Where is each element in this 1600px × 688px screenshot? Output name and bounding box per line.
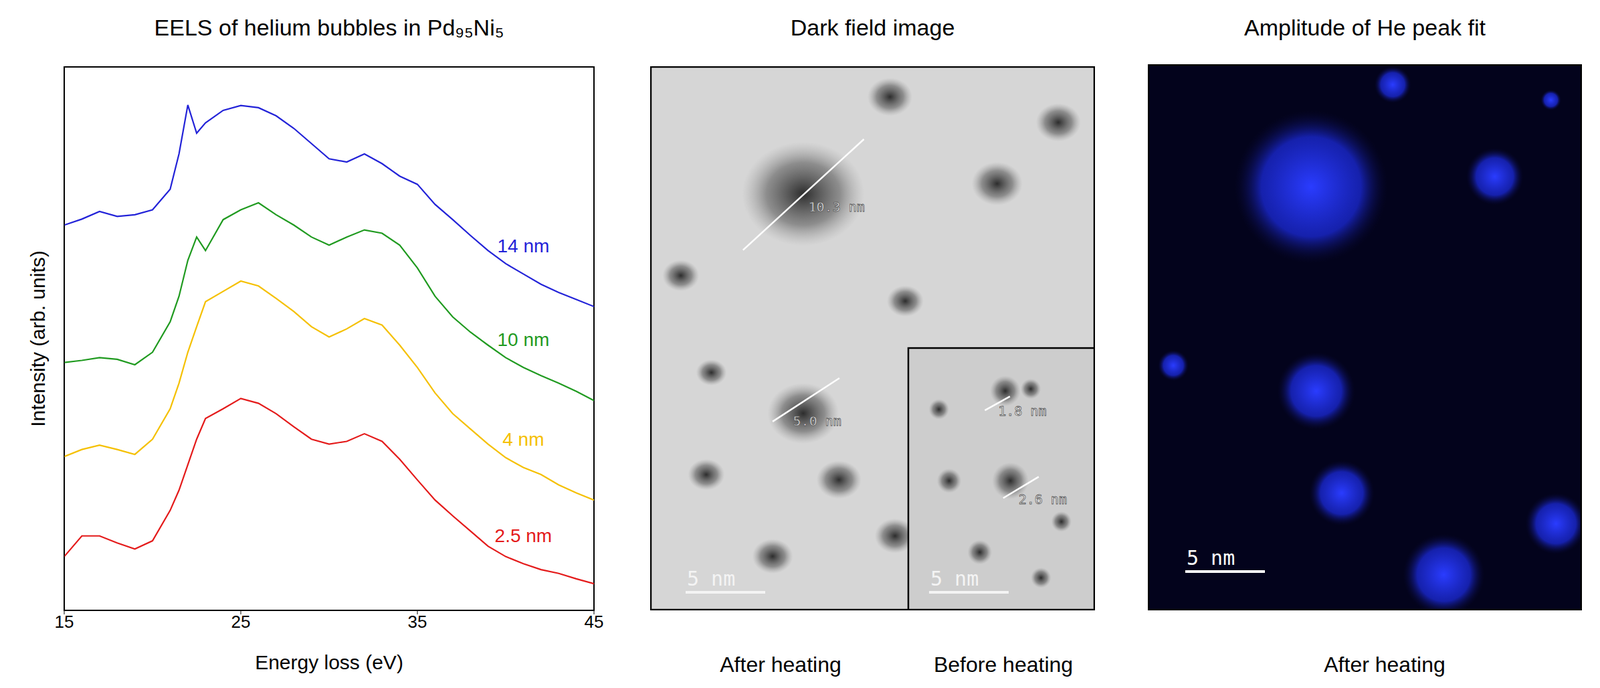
html-text:Amplitude of He peak fit: Amplitude of He peak fit [1244, 14, 1486, 41]
svg-text:35: 35 [408, 611, 428, 632]
svg-text:10.3 nm: 10.3 nm [808, 198, 865, 215]
svg-text:15: 15 [54, 611, 75, 632]
svg-text:5 nm: 5 nm [930, 566, 979, 590]
svg-text:2.6 nm: 2.6 nm [1018, 490, 1067, 508]
svg-text:Energy loss (eV): Energy loss (eV) [254, 650, 404, 673]
svg-text:1.8 nm: 1.8 nm [997, 402, 1047, 419]
svg-text:25: 25 [231, 611, 251, 632]
svg-text:45: 45 [584, 611, 605, 632]
svg-text:5 nm: 5 nm [1186, 545, 1235, 570]
svg-text:5 nm: 5 nm [686, 566, 736, 590]
svg-text:Intensity (arb. units): Intensity (arb. units) [26, 250, 49, 427]
svg-text:5.0 nm: 5.0 nm [793, 412, 842, 429]
html-text:After heating: After heating [719, 652, 842, 677]
html-text:After heating: After heating [1323, 652, 1446, 677]
svg-text:2.5 nm: 2.5 nm [494, 525, 553, 546]
svg-text:4 nm: 4 nm [502, 428, 544, 450]
html-text:Dark field image: Dark field image [790, 14, 955, 41]
html-text:Before heating: Before heating [933, 652, 1073, 677]
svg-text:10 nm: 10 nm [496, 329, 550, 350]
svg-text:14 nm: 14 nm [496, 235, 550, 257]
html-text:EELS of helium bubbles in Pd₉₅: EELS of helium bubbles in Pd₉₅Ni₅ [154, 14, 504, 41]
